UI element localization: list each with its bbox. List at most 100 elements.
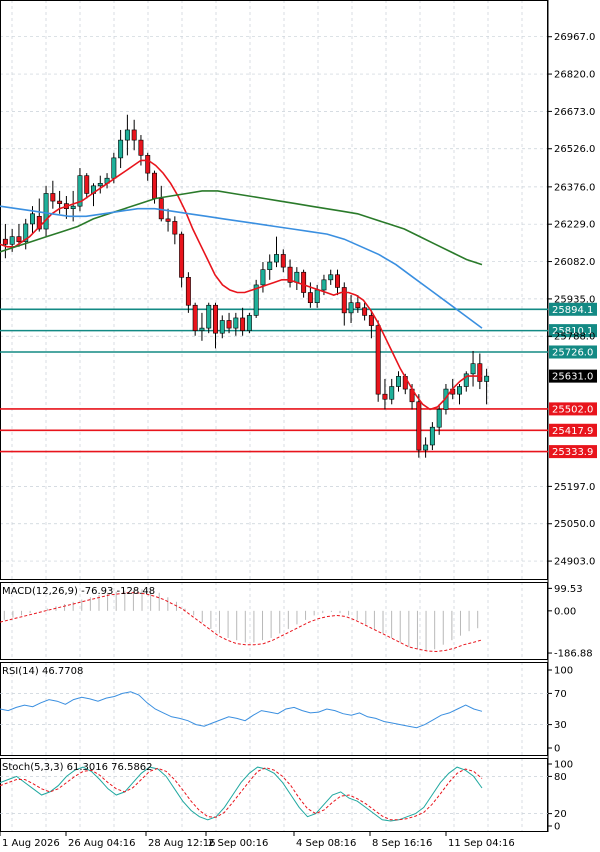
candle-body [131, 129, 137, 141]
candle-body [382, 393, 388, 400]
candlesticks [2, 114, 490, 458]
level-label: 25810.1 [552, 326, 593, 337]
panel-border [0, 0, 548, 580]
rsi-line [0, 691, 483, 729]
moving-average-line [0, 190, 483, 266]
candle-body [145, 155, 151, 174]
level-tag [549, 402, 597, 416]
candle-body [423, 444, 429, 451]
candle-body [477, 363, 483, 382]
price-tick-label: 26820.0 [554, 70, 595, 81]
candle-body [246, 315, 252, 331]
time-tick-label: 8 Sep 16:16 [372, 838, 432, 849]
candle-body [328, 274, 334, 281]
candle-body [280, 254, 286, 268]
rsi-tick-label: 70 [554, 689, 567, 700]
candle-body [267, 261, 273, 270]
candle-body [57, 200, 63, 204]
candle-body [30, 213, 35, 225]
candle-body [36, 216, 42, 230]
time-axis: 1 Aug 2026 26 Aug 04:16 28 Aug 12:162 Sep … [0, 832, 515, 849]
candle-body [484, 375, 490, 382]
moving-average-line [0, 159, 482, 411]
candle-body [389, 386, 395, 400]
price-tick-label: 26526.0 [554, 144, 595, 155]
candle-body [77, 175, 83, 207]
candle-body [97, 182, 103, 187]
candle-body [172, 221, 178, 235]
stoch-k-line [0, 766, 483, 822]
level-label: 25726.0 [552, 347, 593, 358]
price-tick-label: 26229.0 [554, 220, 595, 231]
candle-body [213, 304, 218, 334]
level-label: 25417.9 [552, 426, 593, 437]
candle-body [355, 302, 361, 309]
candle-body [206, 304, 212, 329]
candle-body [362, 307, 368, 316]
candle-body [219, 320, 225, 334]
candle-body [287, 266, 293, 283]
macd-tick-label: 99.53 [554, 584, 583, 595]
level-label: 25502.0 [552, 404, 593, 415]
grid-lines [0, 0, 548, 832]
stoch-title: Stoch(5,3,3) 61.3016 76.5862 [2, 762, 153, 773]
rsi-panel: 100 70 30 0 RSI(14) 46.7708 [0, 666, 573, 755]
candle-body [416, 401, 422, 451]
candle-body [260, 269, 266, 286]
stoch-d-line [0, 767, 483, 821]
candle-body [179, 233, 185, 278]
stoch-tick-label: 0 [554, 822, 560, 833]
candle-body [436, 409, 442, 428]
price-tick-label: 26967.0 [554, 32, 595, 43]
rsi-tick-label: 100 [554, 666, 573, 677]
price-tick-label: 24903.0 [554, 557, 595, 568]
candle-body [463, 373, 469, 387]
stoch-tick-label: 80 [554, 772, 567, 783]
candle-body [294, 271, 300, 283]
price-tick-label: 25050.0 [554, 519, 595, 530]
rsi-tick-label: 30 [554, 720, 567, 731]
moving-averages [0, 159, 483, 411]
time-tick-label: 1 Aug 2026 [2, 838, 60, 849]
price-tick-label: 26082.0 [554, 257, 595, 268]
time-tick-label: 2 Sep 00:16 [208, 838, 268, 849]
price-tick-label: 25935.0 [554, 294, 595, 305]
candle-body [9, 236, 15, 245]
price-axis: 26967.0 26820.0 26673.0 26526.0 26376.0 26229… [548, 32, 595, 568]
level-tag [549, 423, 597, 437]
macd-tick-label: -186.88 [554, 649, 593, 660]
time-tick-label: 11 Sep 04:16 [448, 838, 515, 849]
candle-body [111, 157, 117, 179]
candle-body [240, 317, 246, 331]
candle-body [138, 139, 144, 156]
stoch-tick-label: 20 [554, 809, 567, 820]
candle-body [301, 271, 307, 293]
candle-body [375, 325, 381, 395]
level-label: 25894.1 [552, 305, 593, 316]
macd-panel: 99.53 0.00 -186.88 MACD(12,26,9) -76.93 -12… [0, 584, 593, 660]
candle-body [335, 274, 340, 288]
candle-body [43, 193, 49, 230]
candle-body [16, 236, 22, 243]
level-tag [549, 345, 597, 359]
price-tick-label: 26673.0 [554, 107, 595, 118]
candle-body [253, 284, 259, 316]
level-tag [549, 445, 597, 459]
candle-body [307, 292, 313, 304]
price-tick-label: 26376.0 [554, 182, 595, 193]
candle-body [396, 376, 401, 387]
panel-borders [0, 0, 549, 832]
price-tick-label: 25197.0 [554, 482, 595, 493]
candle-body [470, 363, 476, 375]
macd-signal-line [0, 592, 483, 653]
moving-average-line [0, 205, 483, 329]
candle-body [348, 302, 354, 314]
time-tick-label: 26 Aug 04:16 [68, 838, 135, 849]
candle-body [2, 238, 8, 245]
candle-body [368, 315, 374, 326]
candle-body [124, 129, 130, 141]
time-tick-label: 28 Aug 12:16 [148, 838, 215, 849]
candle-body [152, 172, 157, 199]
